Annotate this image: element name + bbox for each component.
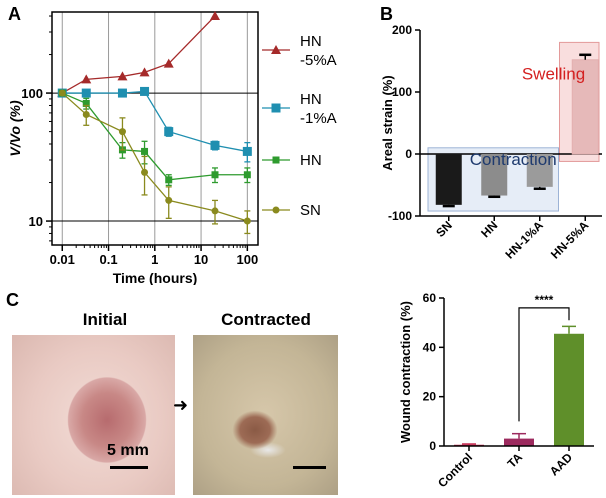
legend-marker: [271, 103, 281, 113]
data-point: [58, 89, 66, 97]
legend-label: -5%A: [300, 52, 337, 69]
data-point: [81, 74, 92, 84]
data-point: [211, 171, 219, 179]
series-3: SN: [58, 89, 321, 235]
data-point: [117, 88, 127, 98]
annotation-contraction: Contraction: [470, 150, 557, 169]
data-point: [81, 88, 91, 98]
x-tick-label: TA: [505, 450, 526, 471]
x-tick-label: HN-5%A: [548, 218, 592, 262]
bar-ta: [504, 438, 534, 446]
y-tick-label: 0: [429, 439, 436, 453]
y-tick-label: 200: [392, 23, 412, 37]
bar-aad: [554, 333, 584, 446]
photo-contracted-title: Contracted: [221, 310, 311, 329]
data-point: [140, 86, 150, 96]
wound-photo-initial: 5 mm: [12, 335, 175, 495]
x-tick-label: HN-1%A: [502, 218, 546, 262]
y-tick-label: 100: [392, 85, 412, 99]
x-tick-label: SN: [433, 218, 455, 240]
wound-photo-contracted: [193, 335, 338, 495]
arrow-icon: ➜: [173, 395, 189, 415]
data-point: [165, 196, 173, 204]
annotation-swelling: Swelling: [522, 65, 585, 84]
data-point: [163, 58, 174, 68]
y-tick-label: 100: [21, 86, 43, 101]
x-tick-label: 0.1: [99, 252, 117, 267]
data-point: [141, 168, 149, 176]
data-point: [139, 67, 150, 77]
legend-label: HN: [300, 91, 322, 108]
data-point: [82, 111, 90, 119]
x-tick-label: 10: [194, 252, 208, 267]
chart-c-wound-contraction: Control TA AAD 0 20 40 60 Wound contraction (%)…: [398, 291, 594, 490]
chart-b-areal-strain: SN HN HN-1%A HN-5%A -100 0 100 200 Areal strain …: [380, 23, 602, 262]
legend-marker: [272, 206, 280, 214]
series-0: HN -5%A: [57, 11, 337, 98]
y-tick-label: 20: [423, 390, 437, 404]
data-point: [141, 147, 149, 155]
data-point: [164, 127, 174, 137]
panel-label-b: B: [380, 4, 393, 24]
bar-hn-1-a: [526, 154, 553, 187]
scale-bar: [293, 466, 326, 469]
x-tick-label: AAD: [547, 450, 576, 479]
legend-label: SN: [300, 202, 321, 219]
legend-label: HN: [300, 33, 322, 50]
scale-bar: [110, 466, 148, 469]
y-tick-label: 0: [405, 147, 412, 161]
data-point: [242, 146, 252, 156]
legend-marker: [272, 156, 280, 164]
data-point: [117, 71, 128, 81]
data-point: [118, 128, 126, 136]
chart-a-volume-ratio: 0.01 0.1 1 10 100 10 100 Time (hours) V/Vo (%) HN…: [7, 11, 337, 285]
bar-hn: [481, 154, 508, 196]
significance-stars: ****: [535, 293, 554, 307]
legend-marker: [271, 45, 281, 54]
data-point: [209, 11, 220, 21]
x-tick-label: 0.01: [50, 252, 75, 267]
series-1: HN -1%A: [57, 86, 337, 163]
photo-initial-title: Initial: [82, 310, 128, 329]
data-point: [210, 140, 220, 150]
y-tick-label: 40: [423, 340, 437, 354]
bar-sn: [435, 154, 462, 205]
panel-label-c: C: [6, 290, 19, 310]
significance-bracket: [518, 307, 570, 422]
panel-label-a: A: [8, 4, 21, 24]
data-point: [243, 171, 251, 179]
legend-label: HN: [300, 152, 322, 169]
y-tick-label: -100: [388, 209, 412, 223]
x-tick-label: Control: [435, 450, 475, 490]
y-tick-label: 10: [29, 214, 43, 229]
data-point: [211, 207, 219, 215]
y-tick-label: 60: [423, 291, 437, 305]
data-point: [165, 176, 173, 184]
data-point: [82, 99, 90, 107]
x-axis-label: Time (hours): [113, 270, 198, 285]
y-axis-label: V/Vo (%): [7, 100, 23, 157]
legend-label: -1%A: [300, 110, 337, 127]
y-axis-label: Areal strain (%): [380, 75, 395, 170]
scale-bar-label: 5 mm: [107, 442, 149, 459]
y-axis-label: Wound contraction (%): [398, 301, 413, 443]
x-tick-label: 100: [236, 252, 258, 267]
x-tick-label: 1: [151, 252, 158, 267]
data-point: [243, 217, 251, 225]
x-tick-label: HN: [478, 218, 500, 240]
